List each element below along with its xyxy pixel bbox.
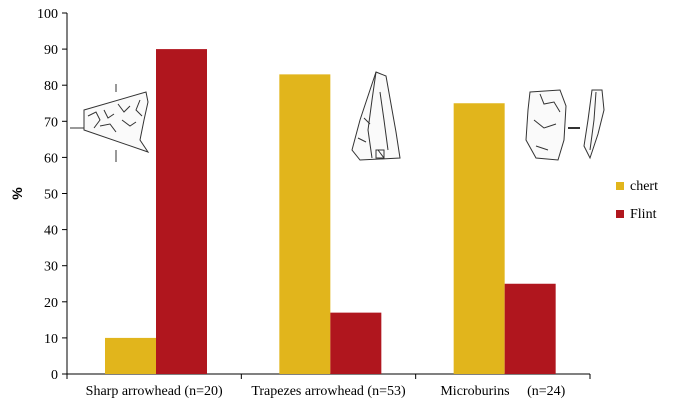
y-tick-label-2: 20 [44, 296, 58, 311]
bar-flint-1 [330, 312, 382, 374]
y-tick-label-10: 100 [37, 7, 58, 22]
x-tick-label-0: Sharp arrowhead (n=20) [86, 384, 223, 399]
bar-chert-2 [453, 103, 505, 374]
y-tick-label-9: 90 [44, 43, 58, 58]
x-tick-label-1: Trapezes arrowhead (n=53) [251, 384, 406, 399]
legend-swatch-chert [616, 182, 624, 190]
y-tick-label-4: 40 [44, 224, 58, 239]
bar-chert-0 [105, 337, 156, 374]
microburin-drawing [525, 89, 605, 161]
artifact-drawings [70, 71, 605, 162]
trapeze-arrowhead-drawing [351, 71, 401, 161]
y-tick-label-6: 60 [44, 151, 58, 166]
bar-flint-0 [156, 49, 207, 374]
bars [105, 49, 556, 375]
axes: 0 10 20 30 40 50 60 70 80 90 100% Sharp arrowhead (… [9, 7, 591, 399]
y-tick-label-7: 70 [44, 115, 58, 130]
sharp-arrowhead-drawing [70, 84, 150, 162]
y-axis-label: % [9, 187, 25, 200]
y-tick-label-0: 0 [51, 368, 58, 383]
y-tick-label-8: 80 [44, 79, 58, 94]
y-tick-label-1: 10 [44, 332, 58, 347]
y-tick-label-5: 50 [44, 188, 58, 203]
legend-swatch-flint [616, 210, 624, 218]
bar-flint-2 [504, 283, 556, 374]
legend: chert Flint [616, 179, 658, 222]
legend-label-flint: Flint [630, 207, 657, 222]
legend-label-chert: chert [630, 179, 658, 194]
x-tick-label-2: Microburins (n=24) [440, 384, 565, 399]
y-tick-label-3: 30 [44, 260, 58, 275]
bar-chert-1 [279, 74, 331, 375]
